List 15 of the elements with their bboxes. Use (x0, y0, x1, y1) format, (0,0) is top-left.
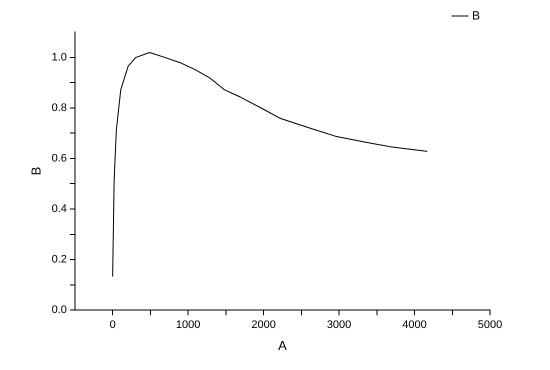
y-axis-title: B (28, 166, 44, 176)
y-tick-label: 0.8 (52, 102, 67, 114)
x-tick-label: 4000 (402, 318, 427, 331)
y-tick-label: 0.6 (52, 152, 67, 164)
x-tick-label: 0 (110, 318, 116, 331)
x-tick-label: 2000 (251, 318, 276, 331)
y-tick-label: 0.4 (52, 203, 67, 216)
legend-label: B (472, 8, 480, 22)
y-tick-label: 0.2 (52, 254, 67, 266)
y-tick-label: 0.0 (52, 304, 67, 316)
x-tick-label: 1000 (176, 318, 200, 331)
x-tick-label: 5000 (478, 318, 502, 331)
x-axis-title: A (278, 338, 288, 353)
y-tick-label: 1.0 (52, 51, 67, 64)
x-tick-label: 3000 (326, 318, 352, 331)
